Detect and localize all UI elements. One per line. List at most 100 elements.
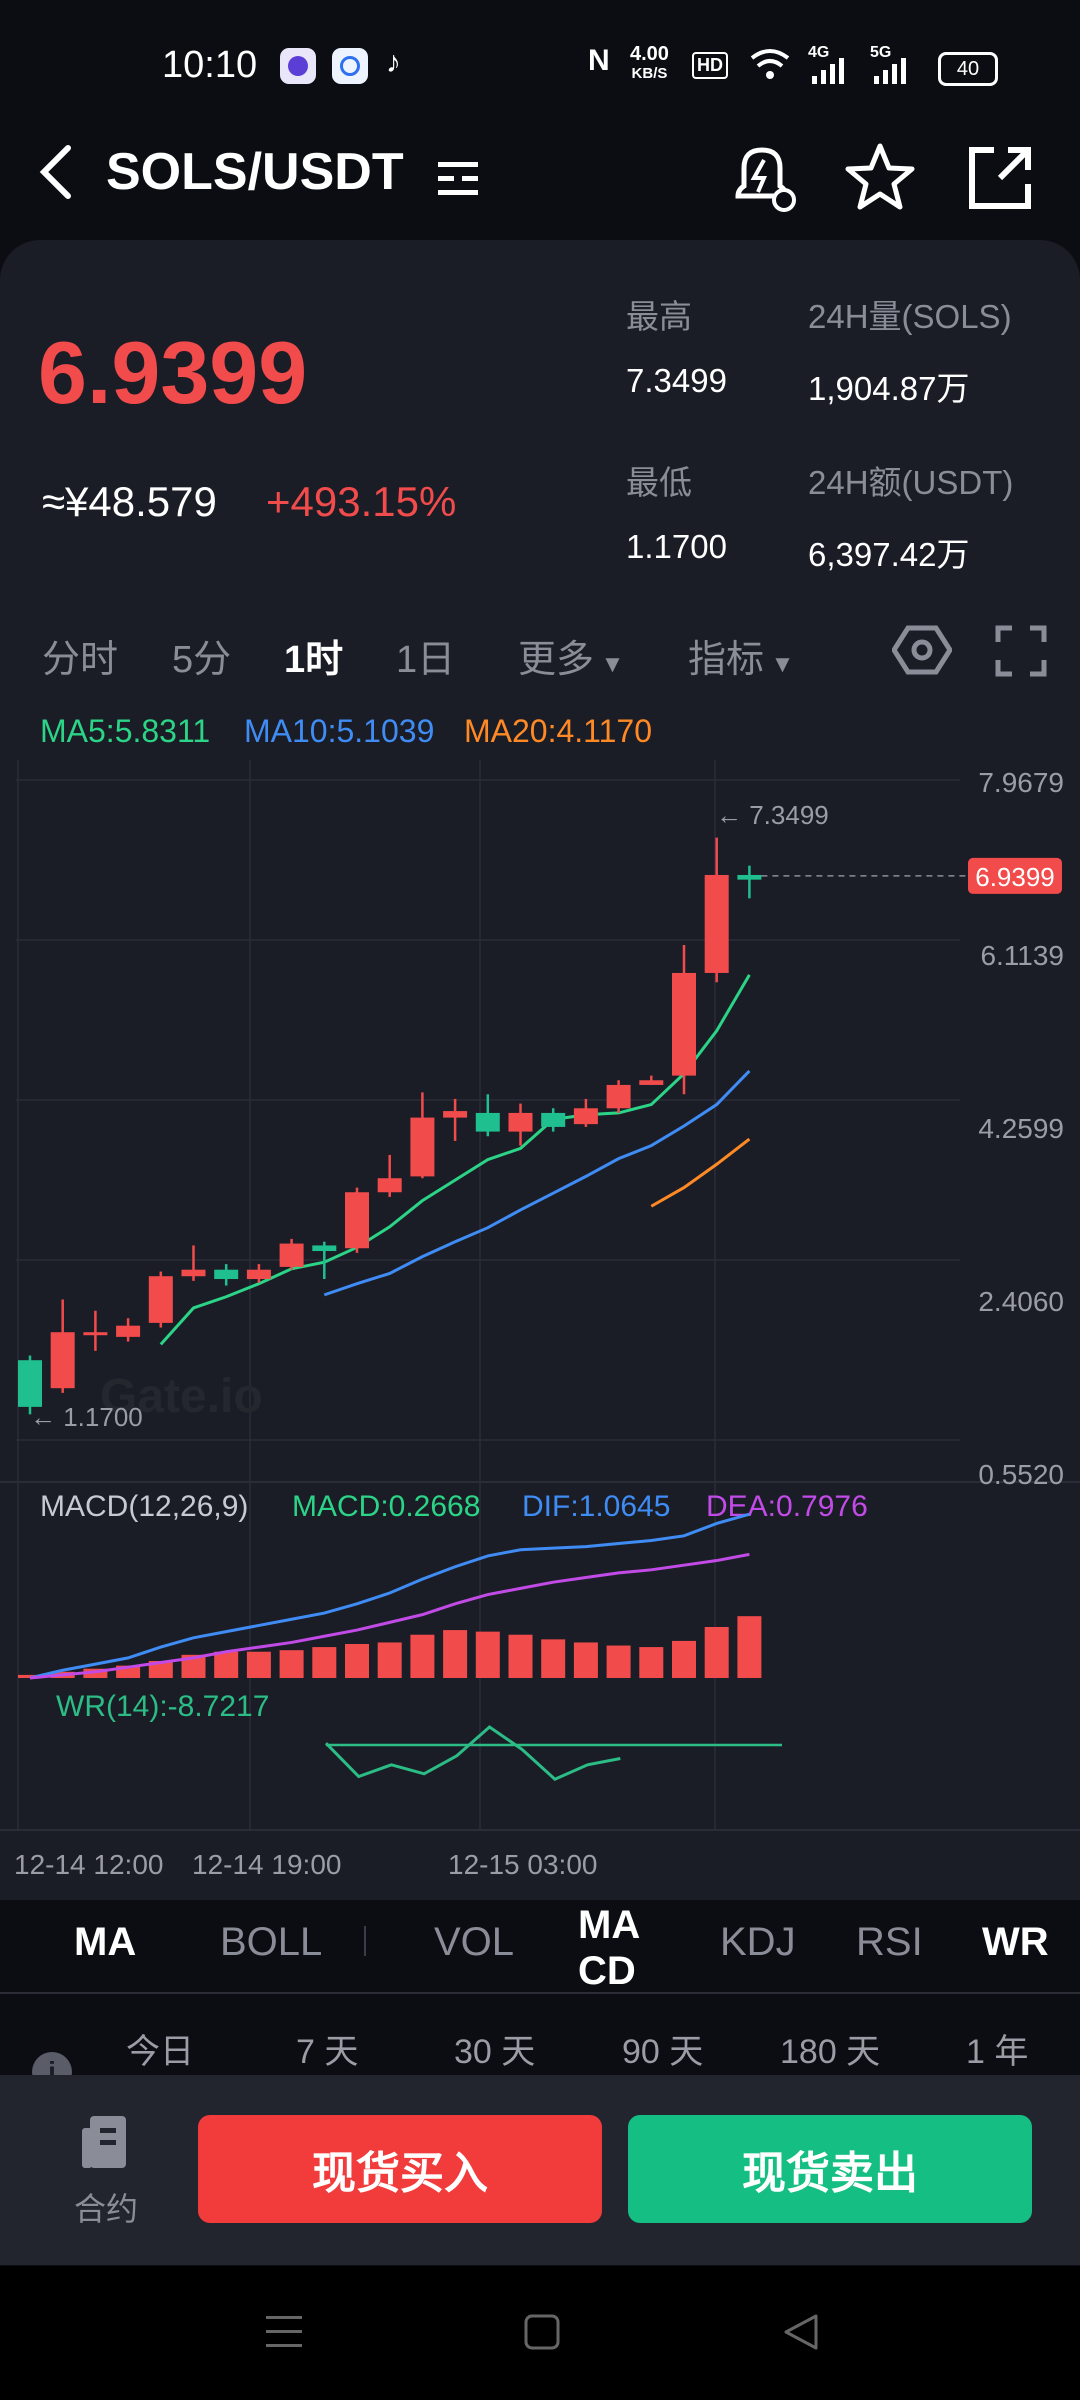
candle-body bbox=[475, 1112, 500, 1132]
candle-body bbox=[312, 1245, 337, 1252]
x-tick-label: 12-14 19:00 bbox=[192, 1849, 341, 1880]
candle-body bbox=[50, 1332, 75, 1389]
last-price: 6.9399 bbox=[38, 323, 308, 422]
hd-icon: HD bbox=[692, 52, 728, 79]
period-7d[interactable]: 7 天 bbox=[296, 2033, 359, 2071]
status-bar: 10:10 ♪ N 4.00 KB/S HD 4G 5G 40 bbox=[0, 0, 1080, 130]
min-price-annotation: ← 1.1700 bbox=[30, 1402, 143, 1432]
signal-5g-icon bbox=[874, 58, 906, 84]
macd-hist-bar bbox=[508, 1634, 533, 1678]
period-90d[interactable]: 90 天 bbox=[622, 2033, 704, 2071]
tab-1h[interactable]: 1时 bbox=[284, 639, 344, 681]
candle-body bbox=[345, 1192, 369, 1249]
period-1y[interactable]: 1 年 bbox=[966, 2033, 1029, 2071]
indicator-tab-wr[interactable]: WR bbox=[982, 1920, 1049, 1964]
candle-body bbox=[181, 1269, 206, 1277]
candle-body bbox=[672, 972, 696, 1076]
share-icon[interactable] bbox=[962, 140, 1038, 216]
y-tick-label: 7.9679 bbox=[978, 767, 1064, 798]
period-180d[interactable]: 180 天 bbox=[780, 2033, 881, 2071]
back-icon[interactable] bbox=[780, 2312, 820, 2352]
macd-hist-bar bbox=[377, 1642, 402, 1678]
app-notification-icon bbox=[280, 48, 316, 84]
candle-body bbox=[606, 1084, 631, 1109]
macd-hist-bar bbox=[181, 1654, 206, 1678]
ma10-line bbox=[323, 1069, 751, 1297]
macd-hist-bar bbox=[737, 1616, 762, 1678]
macd-hist-bar bbox=[214, 1651, 239, 1678]
divider bbox=[0, 1992, 1080, 1994]
candle-body bbox=[83, 1332, 108, 1336]
x-tick-label: 12-14 12:00 bbox=[14, 1849, 163, 1880]
max-price-annotation: ← 7.3499 bbox=[716, 800, 829, 830]
favorite-star-icon[interactable] bbox=[842, 140, 918, 216]
indicator-tab-vol[interactable]: VOL bbox=[434, 1920, 515, 1964]
status-time: 10:10 bbox=[162, 44, 258, 86]
spot-buy-button[interactable]: 现货买入 bbox=[198, 2115, 602, 2223]
macd-hist-bar bbox=[541, 1639, 566, 1678]
system-nav-bar bbox=[0, 2266, 1080, 2400]
candle-body bbox=[148, 1276, 173, 1323]
period-30d[interactable]: 30 天 bbox=[454, 2033, 536, 2071]
contract-icon[interactable] bbox=[78, 2112, 138, 2176]
signal-4g-icon bbox=[812, 58, 844, 84]
macd-hist-bar bbox=[410, 1634, 435, 1678]
amount-label: 24H额(USDT) bbox=[808, 464, 1014, 501]
indicator-tab-ma[interactable]: MA bbox=[74, 1920, 137, 1964]
indicator-tab-rsi[interactable]: RSI bbox=[856, 1920, 923, 1964]
macd-dea-line bbox=[29, 1552, 750, 1680]
x-tick-label: 12-15 03:00 bbox=[448, 1849, 597, 1880]
indicator-tab-macd[interactable]: MACD bbox=[578, 1903, 641, 1993]
back-arrow-icon[interactable] bbox=[34, 142, 78, 202]
price-alert-icon[interactable] bbox=[724, 140, 800, 216]
tab-more[interactable]: 更多 ▼ bbox=[518, 628, 624, 683]
battery-icon: 40 bbox=[938, 52, 998, 86]
y-tick-label: 2.4060 bbox=[978, 1286, 1064, 1317]
y-tick-label: 0.5520 bbox=[978, 1459, 1064, 1490]
macd-hist-bar bbox=[672, 1640, 696, 1678]
candle-body bbox=[508, 1112, 533, 1132]
tab-timeline[interactable]: 分时 bbox=[42, 639, 119, 681]
indicator-tab-kdj[interactable]: KDJ bbox=[720, 1920, 796, 1964]
ma5-line bbox=[159, 974, 751, 1346]
ma20-legend: MA20:4.1170 bbox=[464, 713, 652, 749]
wifi-icon bbox=[750, 49, 790, 79]
menu-icon[interactable] bbox=[264, 2312, 304, 2352]
contract-label[interactable]: 合约 bbox=[74, 2191, 139, 2227]
watermark-text: Gate.io bbox=[100, 1370, 263, 1423]
price-cny: ≈¥48.579 bbox=[42, 478, 217, 525]
spot-sell-button[interactable]: 现货卖出 bbox=[628, 2115, 1032, 2223]
price-change-pct: +493.15% bbox=[266, 478, 457, 525]
macd-hist-bar bbox=[345, 1644, 369, 1678]
candle-body bbox=[737, 874, 762, 880]
divider bbox=[364, 1926, 366, 1956]
net-speed-value: 4.00 bbox=[630, 43, 669, 65]
tab-1d[interactable]: 1日 bbox=[396, 639, 456, 681]
macd-hist-bar bbox=[606, 1645, 631, 1678]
chart-settings-icon[interactable] bbox=[892, 622, 952, 678]
candle-body bbox=[214, 1269, 239, 1280]
fullscreen-icon[interactable] bbox=[994, 624, 1048, 678]
candle-body bbox=[246, 1269, 271, 1280]
low-value: 1.1700 bbox=[626, 528, 727, 565]
wr-title: WR(14):-8.7217 bbox=[56, 1690, 269, 1723]
home-icon[interactable] bbox=[522, 2312, 562, 2352]
pair-menu-icon[interactable] bbox=[438, 158, 480, 198]
indicator-tab-boll[interactable]: BOLL bbox=[220, 1920, 323, 1964]
macd-hist-bar bbox=[475, 1631, 500, 1678]
tab-indicators[interactable]: 指标 ▼ bbox=[688, 628, 794, 683]
macd-hist-bar bbox=[279, 1650, 304, 1678]
market-panel bbox=[0, 240, 1080, 1900]
candle-body bbox=[704, 874, 729, 973]
volume-label: 24H量(SOLS) bbox=[808, 298, 1012, 335]
pair-title[interactable]: SOLS/USDT bbox=[106, 143, 404, 201]
signal-4g-label: 4G bbox=[808, 44, 830, 61]
candle-body bbox=[573, 1108, 598, 1125]
kline-chart[interactable]: Gate.io 7.9679 6.1139 4.2599 2.4060 0.5520 ← 7… bbox=[0, 700, 1080, 1880]
amount-value: 6,397.42万 bbox=[808, 536, 970, 573]
macd-hist-bar bbox=[246, 1651, 271, 1678]
app-notification-icon bbox=[332, 48, 368, 84]
period-today[interactable]: 今日 bbox=[126, 2033, 194, 2071]
low-label: 最低 bbox=[626, 464, 692, 501]
tab-5m[interactable]: 5分 bbox=[172, 639, 232, 681]
